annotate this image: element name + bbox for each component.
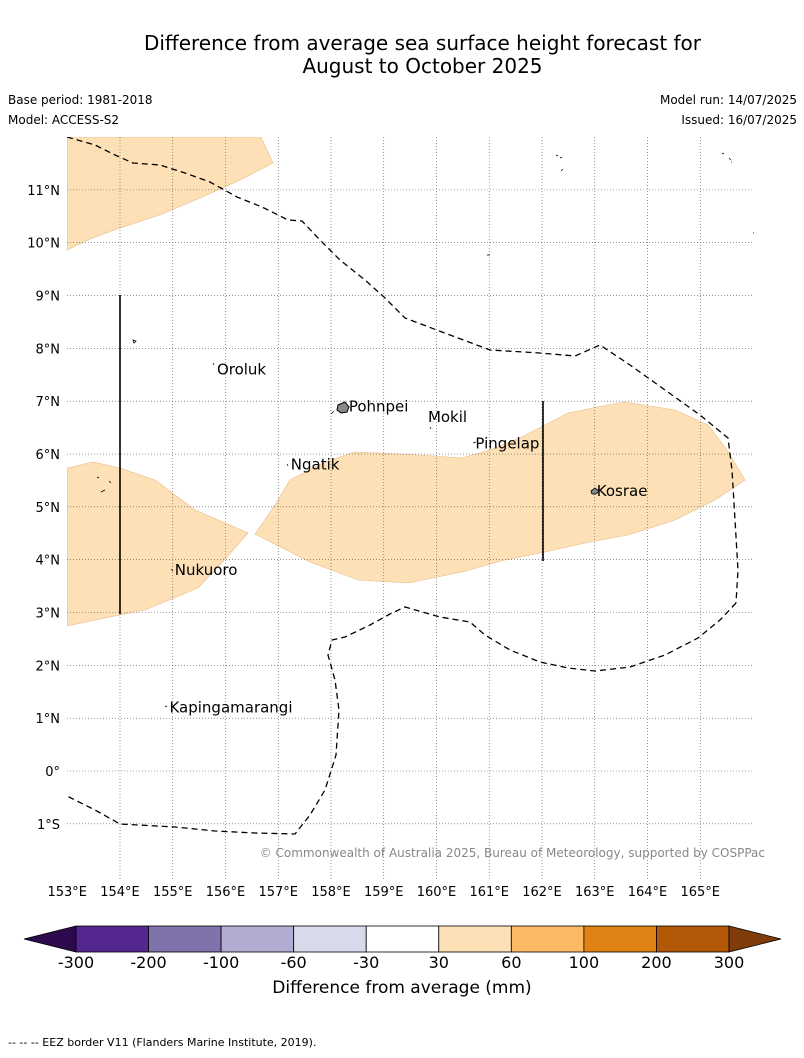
colorbar-segment xyxy=(148,925,222,953)
eez-border-north xyxy=(67,137,739,604)
colorbar-segment xyxy=(365,925,440,953)
chart-title: Difference from average sea surface heig… xyxy=(0,32,804,78)
anomaly-region-northwest xyxy=(67,137,274,251)
atoll-mark xyxy=(96,476,112,493)
lat-tick-label: 6°N xyxy=(36,448,61,463)
colorbar-segment xyxy=(583,925,657,953)
atoll-mark xyxy=(132,339,137,344)
colorbar-tick-label: -30 xyxy=(353,953,379,972)
place-label-mokil: Mokil xyxy=(428,408,467,426)
colorbar-segment xyxy=(510,925,585,953)
colorbar-segment xyxy=(75,925,149,953)
atoll-mark xyxy=(555,154,564,172)
lon-tick-label: 158°E xyxy=(311,885,351,900)
lon-tick-label: 163°E xyxy=(575,885,615,900)
colorbar-tick-label: -300 xyxy=(58,953,94,972)
atoll-mark xyxy=(487,232,754,256)
atoll-mark xyxy=(721,152,732,163)
place-label-oroluk: Oroluk xyxy=(217,360,266,378)
colorbar-tick-label: 300 xyxy=(714,953,745,972)
colorbar-tick-label: -60 xyxy=(281,953,307,972)
lon-tick-label: 155°E xyxy=(153,885,193,900)
colorbar-tick-label: 100 xyxy=(569,953,600,972)
anomaly-region-central xyxy=(254,401,746,584)
lat-tick-label: 0° xyxy=(45,765,60,780)
atoll-mark xyxy=(330,410,335,415)
gridlines xyxy=(67,137,754,879)
title-line-2: August to October 2025 xyxy=(302,54,543,78)
title-line-1: Difference from average sea surface heig… xyxy=(143,31,702,55)
place-label-pingelap: Pingelap xyxy=(475,434,539,452)
lon-tick-label: 157°E xyxy=(258,885,298,900)
colorbar-segment xyxy=(220,925,295,953)
model-run-label: Model run: 14/07/2025 xyxy=(659,93,797,107)
lat-tick-label: 1°S xyxy=(37,818,60,833)
issued-label: Issued: 16/07/2025 xyxy=(681,113,797,127)
colorbar-tick-label: -100 xyxy=(203,953,239,972)
kosrae-island xyxy=(590,487,600,495)
lat-tick-label: 3°N xyxy=(36,607,61,622)
colorbar: -300 -200 -100 -60 -30 30 60 100 200 300 xyxy=(23,925,782,972)
place-label-ngatik: Ngatik xyxy=(291,456,340,474)
place-label-nukuoro: Nukuoro xyxy=(175,561,238,579)
colorbar-tick-label: 60 xyxy=(501,953,521,972)
colorbar-segment xyxy=(293,925,367,953)
lat-tick-label: 1°N xyxy=(36,712,61,727)
base-period-label: Base period: 1981-2018 xyxy=(8,93,153,107)
place-label-kapingamarangi: Kapingamarangi xyxy=(169,699,292,717)
lat-tick-label: 9°N xyxy=(36,290,61,305)
colorbar-extend-high xyxy=(728,925,782,953)
colorbar-segment xyxy=(438,925,512,953)
place-label-kosrae: Kosrae xyxy=(597,482,648,500)
lat-tick-label: 5°N xyxy=(36,501,61,516)
pohnpei-island xyxy=(336,401,350,414)
place-labels: Oroluk Pohnpei Mokil Pingelap Ngatik Kosrae Nu… xyxy=(169,360,647,716)
lon-tick-label: 153°E xyxy=(47,885,87,900)
atoll-mark xyxy=(164,362,477,708)
anomaly-region-west xyxy=(67,461,249,627)
colorbar-title: Difference from average (mm) xyxy=(272,978,532,998)
lon-tick-label: 159°E xyxy=(364,885,404,900)
colorbar-tick-label: 30 xyxy=(429,953,449,972)
lon-tick-label: 156°E xyxy=(206,885,246,900)
colorbar-extend-low xyxy=(23,925,77,953)
lat-tick-label: 8°N xyxy=(36,342,61,357)
lon-tick-label: 160°E xyxy=(417,885,457,900)
lon-tick-label: 164°E xyxy=(628,885,668,900)
island-outlines xyxy=(96,152,754,708)
model-label: Model: ACCESS-S2 xyxy=(8,113,120,127)
copyright-note: © Commonwealth of Australia 2025, Bureau… xyxy=(260,846,765,860)
eez-legend-footer: -- -- -- EEZ border V11 (Flanders Marine… xyxy=(8,1036,317,1049)
lon-tick-label: 165°E xyxy=(680,885,720,900)
map-area: Oroluk Pohnpei Mokil Pingelap Ngatik Kosrae Nu… xyxy=(67,137,754,879)
lon-tick-label: 162°E xyxy=(522,885,562,900)
lon-tick-label: 154°E xyxy=(100,885,140,900)
lat-tick-label: 11°N xyxy=(27,184,60,199)
lat-tick-label: 4°N xyxy=(36,554,61,569)
lat-tick-label: 10°N xyxy=(27,237,60,252)
colorbar-segment xyxy=(656,925,730,953)
colorbar-tick-label: 200 xyxy=(641,953,672,972)
axis-labels: 153°E 154°E 155°E 156°E 157°E 158°E 159°E 160°E… xyxy=(27,184,720,900)
colorbar-tick-label: -200 xyxy=(130,953,166,972)
eez-border-south xyxy=(67,602,737,835)
place-label-pohnpei: Pohnpei xyxy=(349,397,409,415)
lat-tick-label: 7°N xyxy=(36,395,61,410)
lat-tick-label: 2°N xyxy=(36,659,61,674)
lon-tick-label: 161°E xyxy=(469,885,509,900)
